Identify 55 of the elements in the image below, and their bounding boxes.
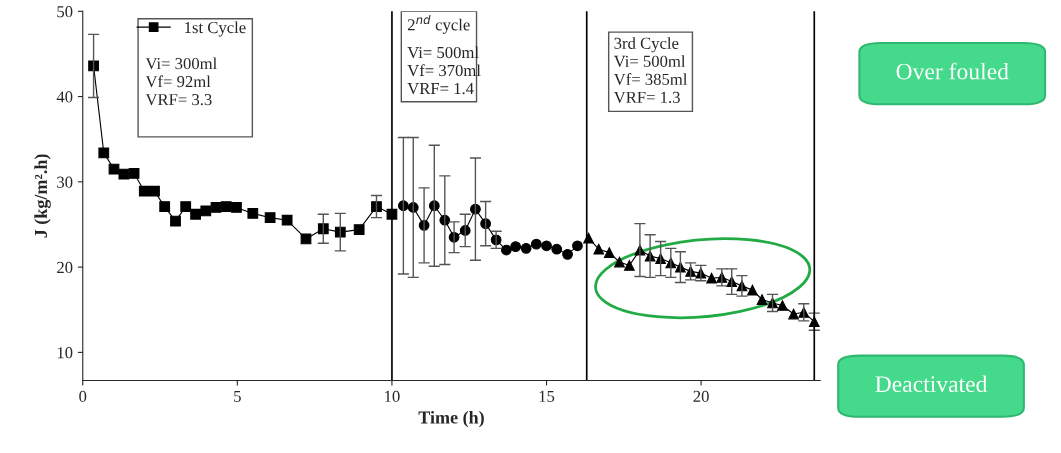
y-tick-label: 30 (57, 176, 73, 188)
x-tick-label: 15 (539, 390, 555, 402)
y-axis-title: J (kg/m².h) (34, 154, 51, 238)
point (510, 241, 521, 253)
x-tick-label: 10 (385, 390, 400, 402)
annotation: 3rd Cycle Vi= 500ml Vf= 385ml VRF= 1.3 (613, 37, 688, 104)
point (706, 272, 718, 284)
point (220, 201, 232, 212)
point (180, 201, 192, 212)
point (593, 243, 605, 255)
legend-label: 1st Cycle (185, 21, 246, 37)
point (572, 240, 583, 252)
point (353, 224, 365, 235)
point (520, 242, 532, 254)
point (138, 185, 150, 197)
point (247, 208, 259, 219)
annotation: 2$^{nd}$ cycle (407, 15, 470, 34)
x-tick-label: 5 (234, 390, 241, 402)
point (756, 294, 768, 305)
point (777, 300, 788, 311)
x-tick-label: 20 (693, 390, 709, 402)
point (190, 208, 201, 220)
point (200, 205, 212, 217)
point (530, 238, 542, 250)
point (603, 247, 615, 258)
point (788, 308, 799, 320)
point (541, 240, 552, 252)
text: Over fouled (896, 62, 1009, 80)
text: Deactivated (875, 375, 988, 393)
x-tick-label: 0 (79, 390, 87, 402)
point (170, 215, 181, 227)
point (371, 201, 382, 212)
point (159, 201, 171, 212)
y-tick-label: 10 (57, 347, 73, 359)
point (118, 168, 130, 180)
point (128, 167, 140, 179)
point (551, 243, 563, 255)
point (614, 256, 625, 268)
point (334, 226, 346, 238)
x-axis-title: Time (h) (418, 410, 484, 428)
point (264, 212, 276, 224)
point (747, 284, 758, 296)
y-tick-label: 50 (57, 6, 73, 18)
point (231, 202, 242, 213)
y-tick-label: 20 (57, 261, 73, 274)
point (624, 260, 635, 271)
annotation: Vi= 300ml Vf= 92ml VRF= 3.3 (145, 57, 217, 106)
point (149, 185, 160, 197)
point (210, 202, 222, 213)
y-tick-label: 40 (56, 91, 73, 103)
point (562, 248, 573, 260)
point (281, 214, 293, 226)
point (98, 147, 110, 159)
point (500, 244, 512, 256)
point (317, 223, 329, 235)
